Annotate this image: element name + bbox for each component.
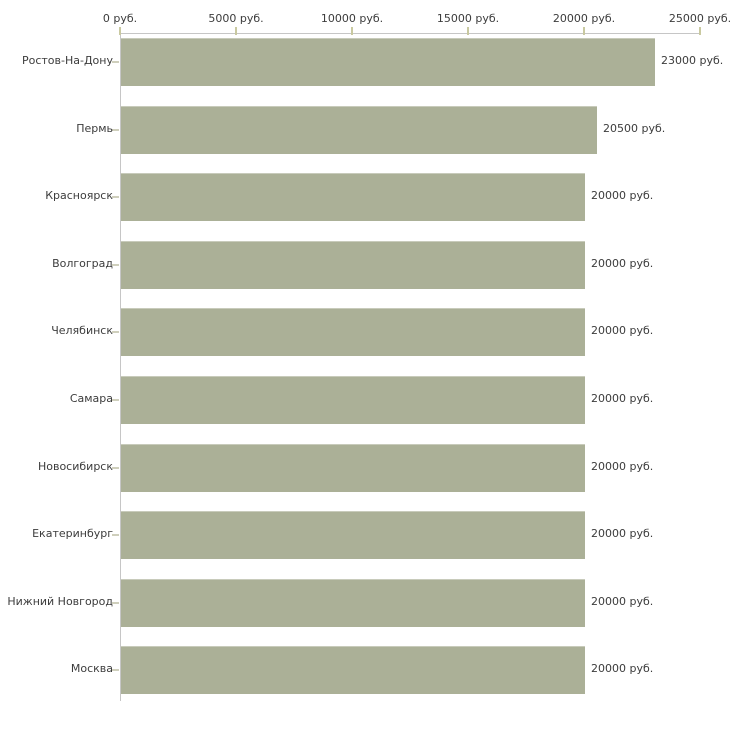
value-label: 20000 руб. (591, 324, 654, 337)
x-axis-tick-mark (119, 27, 121, 35)
value-label: 23000 руб. (661, 54, 724, 67)
x-axis-tick-mark (351, 27, 353, 35)
bar-Самара (121, 376, 585, 424)
x-axis-tick-mark (235, 27, 237, 35)
category-label: Новосибирск (37, 460, 113, 473)
category-label: Челябинск (51, 324, 113, 337)
bar-Екатеринбург (121, 511, 585, 559)
category-label: Пермь (76, 122, 113, 135)
category-tick-mark (112, 264, 119, 266)
value-label: 20000 руб. (591, 189, 654, 202)
x-axis-tick-label: 20000 руб. (552, 12, 616, 25)
bar-Ростов-На-Дону (121, 38, 655, 86)
value-label: 20000 руб. (591, 662, 654, 675)
category-tick-mark (112, 331, 119, 333)
category-tick-mark (112, 61, 119, 63)
category-tick-mark (112, 399, 119, 401)
bar-Красноярск (121, 173, 585, 221)
value-label: 20000 руб. (591, 392, 654, 405)
category-label: Москва (70, 662, 113, 675)
category-tick-mark (112, 467, 119, 469)
x-axis-tick-label: 10000 руб. (320, 12, 384, 25)
bar-Пермь (121, 106, 597, 154)
value-label: 20000 руб. (591, 527, 654, 540)
value-label: 20000 руб. (591, 595, 654, 608)
bar-Нижний Новгород (121, 579, 585, 627)
category-tick-mark (112, 669, 119, 671)
x-axis-tick-label: 15000 руб. (436, 12, 500, 25)
bar-Москва (121, 646, 585, 694)
value-label: 20500 руб. (603, 122, 666, 135)
category-label: Екатеринбург (32, 527, 113, 540)
category-tick-mark (112, 196, 119, 198)
y-axis-line (120, 33, 121, 701)
category-label: Самара (69, 392, 113, 405)
category-label: Ростов-На-Дону (21, 54, 113, 67)
x-axis-tick-mark (699, 27, 701, 35)
category-label: Красноярск (45, 189, 113, 202)
value-label: 20000 руб. (591, 460, 654, 473)
x-axis-tick-label: 0 руб. (102, 12, 138, 25)
x-axis-tick-label: 5000 руб. (208, 12, 264, 25)
category-tick-mark (112, 129, 119, 131)
x-axis-tick-mark (467, 27, 469, 35)
category-label: Волгоград (52, 257, 113, 270)
bar-Волгоград (121, 241, 585, 289)
category-tick-mark (112, 534, 119, 536)
category-label: Нижний Новгород (7, 595, 113, 608)
category-tick-mark (112, 602, 119, 604)
x-axis-line (120, 33, 701, 34)
x-axis-tick-mark (583, 27, 585, 35)
x-axis-tick-label: 25000 руб. (668, 12, 730, 25)
value-label: 20000 руб. (591, 257, 654, 270)
bar-Новосибирск (121, 444, 585, 492)
bar-Челябинск (121, 308, 585, 356)
